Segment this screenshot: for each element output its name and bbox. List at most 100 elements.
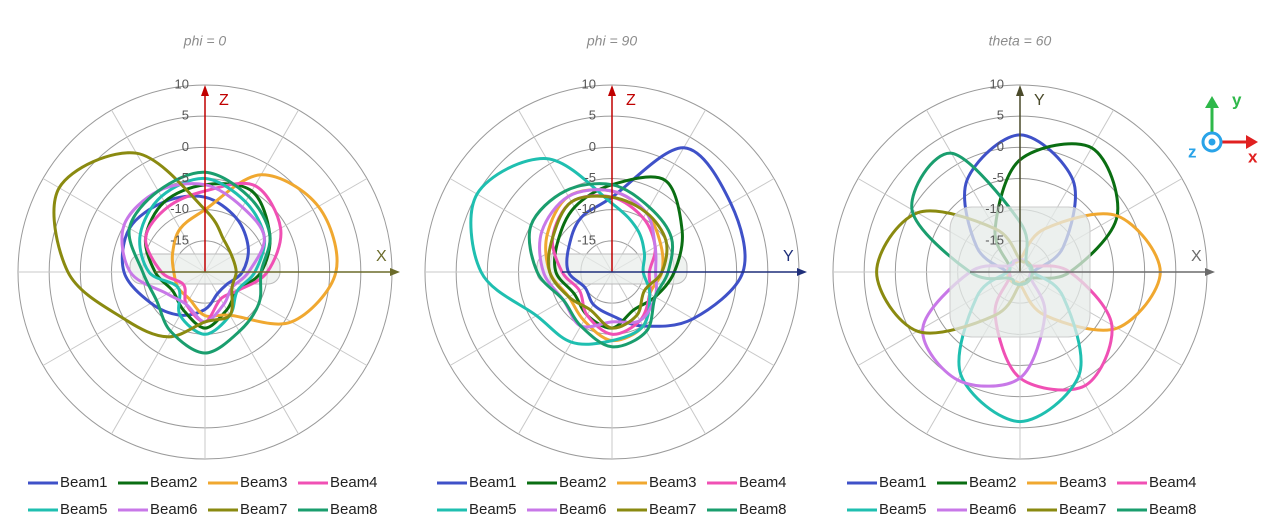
- icon-z-label: z: [1188, 142, 1197, 161]
- legend-label: Beam5: [879, 501, 927, 518]
- legend-entry: Beam1: [437, 474, 517, 491]
- legend-entry: Beam8: [1117, 501, 1197, 518]
- r-tick-label: -5: [992, 170, 1004, 185]
- legend-label: Beam8: [739, 501, 787, 518]
- r-tick-label: 0: [182, 139, 189, 154]
- legend-entry: Beam6: [527, 501, 607, 518]
- grid-spoke: [611, 109, 706, 273]
- legend-label: Beam4: [739, 474, 787, 491]
- grid-spoke: [204, 271, 299, 435]
- polar-chart: phi = 90 Z Y 10 5 0 -5 -10 -15 Beam1 Beam2 Beam3 Bea…: [424, 33, 807, 518]
- beam-curve: [538, 188, 658, 329]
- grid-spoke: [111, 271, 206, 435]
- legend-label: Beam5: [60, 501, 108, 518]
- r-tick-label: -10: [985, 201, 1004, 216]
- horizontal-axis-label: X: [1191, 248, 1202, 265]
- vertical-axis-head: [201, 85, 209, 96]
- legend-label: Beam6: [559, 501, 607, 518]
- r-tick-label: -10: [577, 201, 596, 216]
- legend-label: Beam1: [60, 474, 108, 491]
- legend-label: Beam2: [150, 474, 198, 491]
- horizontal-axis-head: [1205, 268, 1215, 276]
- r-tick-label: -5: [584, 170, 596, 185]
- legend-entry: Beam2: [118, 474, 198, 491]
- icon-y-label: y: [1232, 90, 1242, 109]
- horizontal-axis-label: Y: [783, 248, 794, 265]
- legend-entry: Beam4: [298, 474, 378, 491]
- r-tick-label: 5: [589, 108, 596, 123]
- grid-spoke: [204, 271, 368, 366]
- legend-label: Beam6: [969, 501, 1017, 518]
- grid-spoke: [611, 271, 706, 435]
- legend-label: Beam4: [330, 474, 378, 491]
- legend-entry: Beam1: [28, 474, 108, 491]
- beam-curve: [546, 194, 669, 330]
- r-tick-label: 0: [997, 139, 1004, 154]
- icon-y-head: [1205, 96, 1219, 108]
- legend-entry: Beam2: [937, 474, 1017, 491]
- legend-label: Beam2: [969, 474, 1017, 491]
- vertical-axis-label: Y: [1034, 92, 1045, 109]
- r-tick-label: -10: [170, 201, 189, 216]
- r-tick-label: -15: [985, 232, 1004, 247]
- legend-label: Beam3: [240, 474, 288, 491]
- legend-entry: Beam7: [208, 501, 288, 518]
- legend-label: Beam1: [469, 474, 517, 491]
- legend-label: Beam7: [649, 501, 697, 518]
- r-tick-label: 10: [582, 76, 596, 91]
- legend-label: Beam8: [330, 501, 378, 518]
- legend-label: Beam3: [1059, 474, 1107, 491]
- beam-curve: [469, 157, 652, 346]
- legend-entry: Beam1: [847, 474, 927, 491]
- horizontal-axis-label: X: [376, 248, 387, 265]
- legend-entry: Beam3: [1027, 474, 1107, 491]
- legend-label: Beam7: [1059, 501, 1107, 518]
- legend-entry: Beam7: [617, 501, 697, 518]
- beam-curve: [127, 170, 272, 355]
- legend-label: Beam4: [1149, 474, 1197, 491]
- legend-entry: Beam5: [28, 501, 108, 518]
- horizontal-axis-head: [797, 268, 807, 276]
- r-tick-label: 5: [997, 108, 1004, 123]
- legend-entry: Beam6: [937, 501, 1017, 518]
- legend-entry: Beam7: [1027, 501, 1107, 518]
- legend-entry: Beam4: [707, 474, 787, 491]
- legend-entry: Beam5: [847, 501, 927, 518]
- chart-title: theta = 60: [989, 33, 1052, 49]
- vertical-axis-head: [1016, 85, 1024, 96]
- legend-label: Beam7: [240, 501, 288, 518]
- legend-entry: Beam8: [707, 501, 787, 518]
- r-tick-label: 10: [990, 76, 1004, 91]
- legend-label: Beam5: [469, 501, 517, 518]
- grid-spoke: [518, 271, 613, 435]
- r-tick-label: -15: [170, 232, 189, 247]
- polar-chart: phi = 0 Z X 10 5 0 -5 -10 -15 Beam1 Beam2 Beam3 Beam…: [17, 33, 400, 518]
- grid-spoke: [449, 271, 613, 366]
- r-tick-label: -5: [177, 170, 189, 185]
- legend-entry: Beam3: [617, 474, 697, 491]
- beam-curve: [170, 173, 339, 326]
- r-tick-label: 5: [182, 108, 189, 123]
- legend-label: Beam1: [879, 474, 927, 491]
- vertical-axis-head: [608, 85, 616, 96]
- beam-curve: [527, 182, 675, 349]
- legend-entry: Beam5: [437, 501, 517, 518]
- legend-label: Beam6: [150, 501, 198, 518]
- legend-label: Beam2: [559, 474, 607, 491]
- polar-chart: theta = 60 Y X 10 5 0 -5 -10 -15 Beam1 Beam2 Beam3 B…: [832, 33, 1215, 518]
- legend-label: Beam3: [649, 474, 697, 491]
- icon-x-head: [1246, 135, 1258, 149]
- axes-icon: y x z: [1188, 90, 1258, 166]
- legend-entry: Beam3: [208, 474, 288, 491]
- legend-entry: Beam8: [298, 501, 378, 518]
- icon-x-label: x: [1248, 147, 1258, 166]
- beam-curve: [565, 146, 747, 328]
- beam-curve: [52, 151, 238, 339]
- r-tick-label: -15: [577, 232, 596, 247]
- horizontal-axis-head: [390, 268, 400, 276]
- chart-title: phi = 90: [586, 33, 637, 49]
- legend-label: Beam8: [1149, 501, 1197, 518]
- icon-z-dot: [1208, 138, 1216, 146]
- vertical-axis-label: Z: [219, 92, 229, 109]
